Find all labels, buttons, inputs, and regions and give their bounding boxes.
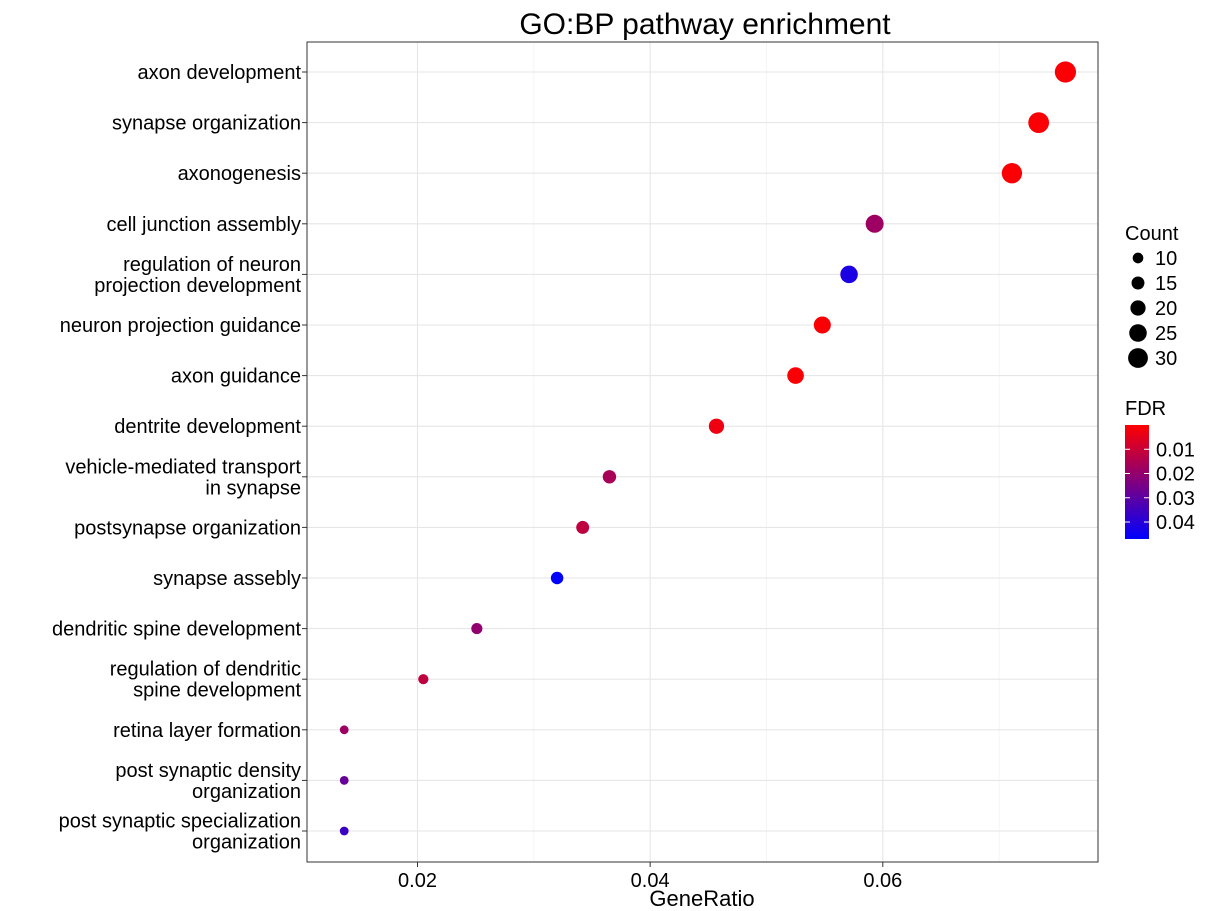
chart-title: GO:BP pathway enrichment [519,8,891,41]
x-tick-label: 0.04 [631,870,670,892]
data-point [550,571,564,585]
y-tick-label: axon development [138,62,302,84]
panel-background [307,42,1098,862]
count-legend-key [1131,276,1145,290]
plot-panel [307,42,1098,862]
x-axis-label: GeneRatio [649,886,754,911]
panel-border [306,41,1099,863]
y-tick-label: regulation of neuron projection developme… [94,254,301,297]
y-tick-label: synapse organization [112,113,301,135]
count-legend-label: 20 [1155,298,1177,320]
data-point [471,623,483,635]
y-tick-label: retina layer formation [113,720,301,742]
count-legend: Count 10 15 20 25 30 [1125,223,1179,370]
data-point [339,725,349,735]
count-legend-key [1129,324,1147,342]
y-tick-label: dendritic spine development [52,619,301,641]
x-tick-label: 0.06 [863,870,902,892]
gridlines [307,42,1098,862]
count-legend-key [1128,348,1148,368]
data-point [708,418,725,434]
fdr-colorbar [1125,425,1149,539]
data-point [418,674,429,685]
y-tick-label: synapse assebly [153,568,301,590]
data-point [787,367,804,384]
count-legend-label: 25 [1155,323,1177,345]
data-point [339,776,349,785]
count-legend-key [1130,300,1146,316]
data-point [1028,112,1050,133]
fdr-legend: FDR 0.01 0.020.030.04 [1125,398,1195,539]
data-point [840,265,858,284]
data-point [813,316,831,334]
data-points [339,61,1077,836]
y-tick-label: regulation of dendritic spine development [110,659,302,702]
data-point [576,520,590,534]
count-legend-key [1132,252,1144,264]
y-tick-label: axonogenesis [178,163,301,185]
data-point [1054,61,1077,83]
y-tick-label: neuron projection guidance [60,315,301,337]
data-point [602,470,617,484]
y-tick-label: axon guidance [171,366,301,388]
y-tick-label: post synaptic specialization organization [59,811,301,854]
data-point [339,826,349,836]
count-legend-title: Count [1125,223,1179,245]
y-tick-label: vehicle-mediated transport in synapse [65,456,301,499]
y-tick-label: cell junction assembly [106,214,301,236]
y-axis: axon development synapse organization axon… [52,62,307,854]
x-axis: 0.02 0.04 0.06 [398,862,902,892]
x-tick-label: 0.02 [398,870,437,892]
fdr-legend-label: 0.02 [1156,464,1195,486]
fdr-legend-label: 0.04 [1156,512,1195,534]
count-legend-label: 30 [1155,348,1177,370]
fdr-legend-label: 0.03 [1156,488,1195,510]
data-point [865,214,884,233]
y-tick-label: post synaptic density organization [115,760,301,803]
count-legend-label: 10 [1155,248,1177,270]
data-point [1001,163,1023,184]
count-legend-label: 15 [1155,273,1177,295]
y-tick-label: dentrite development [114,416,301,438]
fdr-legend-label: 0.01 [1156,439,1195,461]
y-tick-label: postsynapse organization [74,517,301,539]
fdr-legend-title: FDR [1125,398,1166,420]
